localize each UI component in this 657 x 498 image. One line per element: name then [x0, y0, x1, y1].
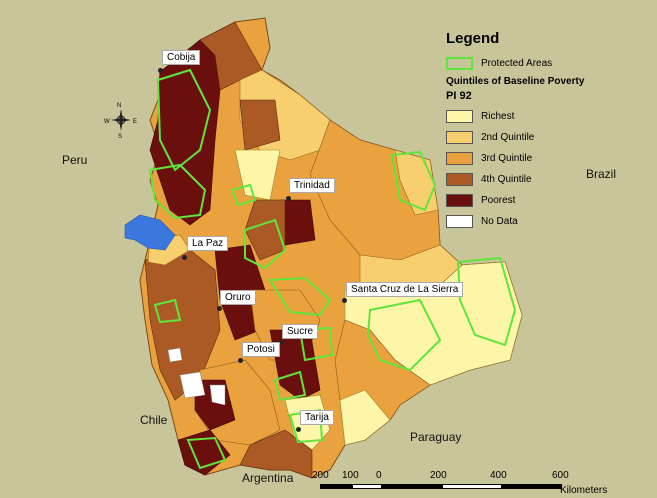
scale-tick-label: 0: [376, 470, 382, 481]
svg-text:N: N: [117, 103, 121, 109]
scale-segment: [352, 484, 382, 489]
legend-label: Richest: [481, 111, 515, 122]
country-label-argentina: Argentina: [242, 471, 294, 485]
scale-tick-label: 200: [312, 470, 329, 481]
region-nodata-3: [167, 347, 183, 363]
city-label-oruro: Oruro: [220, 290, 256, 305]
region-4th-center: [244, 199, 286, 261]
region-richest-chaco: [339, 389, 391, 446]
country-label-chile: Chile: [140, 413, 168, 427]
scale-unit-label: Kilometers: [560, 485, 608, 496]
svg-text:E: E: [133, 119, 137, 125]
legend-swatch: [446, 152, 473, 165]
legend-swatch-protected: [446, 57, 473, 70]
legend-item-protected: Protected Areas: [446, 53, 651, 74]
legend-item-poorest: Poorest: [446, 190, 651, 211]
protected-areas: [148, 68, 517, 470]
legend-label: 2nd Quintile: [481, 132, 535, 143]
city-label-tarija: Tarija: [300, 410, 334, 425]
city-dot-oruro: [217, 306, 222, 311]
city-label-cobija: Cobija: [162, 50, 201, 65]
legend-subtitle: Quintiles of Baseline Poverty: [446, 76, 585, 87]
legend: Legend Protected Areas Quintiles of Base…: [446, 30, 651, 232]
scale-tick-label: 400: [490, 470, 507, 481]
legend-title: Legend: [446, 30, 500, 47]
legend-swatch: [446, 215, 473, 228]
country-label-brazil: Brazil: [586, 167, 617, 181]
legend-item-no-data: No Data: [446, 211, 651, 232]
city-dot-trinidad: [286, 196, 291, 201]
scale-tick-label: 200: [430, 470, 447, 481]
country-label-paraguay: Paraguay: [410, 430, 462, 444]
legend-label: 4th Quintile: [481, 174, 532, 185]
scale-segment: [382, 484, 442, 489]
city-label-la-paz: La Paz: [187, 236, 229, 251]
city-dot-la-paz: [182, 255, 187, 260]
region-nodata-1: [179, 371, 206, 399]
scale-tick-label: 600: [552, 470, 569, 481]
legend-label: No Data: [481, 216, 518, 227]
scale-tick-label: 100: [342, 470, 359, 481]
region-nodata-2: [209, 384, 226, 406]
svg-text:S: S: [118, 134, 122, 140]
north-arrow-icon: N W E S: [104, 103, 137, 140]
city-dot-potosi: [238, 358, 243, 363]
legend-swatch: [446, 131, 473, 144]
scale-bar: 200 100 0 200 400 600 Kilometers: [312, 470, 612, 498]
legend-item-richest: Richest: [446, 106, 651, 127]
city-label-santa-cruz: Santa Cruz de La Sierra: [346, 282, 464, 297]
legend-swatch: [446, 110, 473, 123]
country-label-peru: Peru: [62, 153, 88, 167]
svg-text:W: W: [104, 119, 110, 125]
legend-swatch: [446, 194, 473, 207]
legend-item-3rd-quintile: 3rd Quintile: [446, 148, 651, 169]
legend-label: Poorest: [481, 195, 516, 206]
legend-item-4th-quintile: 4th Quintile: [446, 169, 651, 190]
city-label-potosi: Potosi: [242, 342, 280, 357]
city-label-sucre: Sucre: [282, 324, 319, 339]
legend-subtitle-pi: PI 92: [446, 90, 472, 102]
region-4th-beni: [239, 99, 281, 151]
region-4th-tarija: [239, 429, 313, 479]
city-label-trinidad: Trinidad: [289, 178, 335, 193]
scale-segment: [442, 484, 502, 489]
legend-item-2nd-quintile: 2nd Quintile: [446, 127, 651, 148]
city-dot-santa-cruz: [342, 298, 347, 303]
city-dot-cobija: [158, 68, 163, 73]
legend-label-protected: Protected Areas: [481, 58, 553, 69]
legend-label: 3rd Quintile: [481, 153, 533, 164]
lake-titicaca: [124, 214, 176, 251]
city-dot-sucre: [278, 340, 283, 345]
legend-swatch: [446, 173, 473, 186]
city-dot-tarija: [296, 427, 301, 432]
legend-class-list: Richest 2nd Quintile 3rd Quintile 4th Quint…: [446, 106, 651, 232]
scale-segment: [320, 484, 352, 489]
scale-segment: [502, 484, 562, 489]
